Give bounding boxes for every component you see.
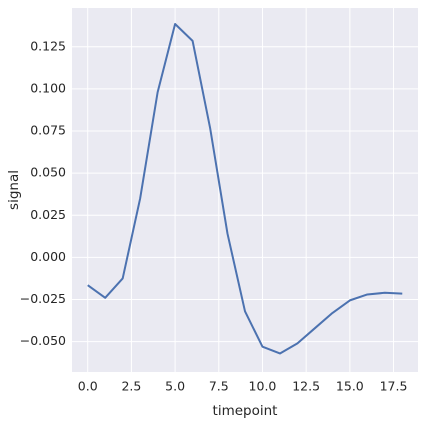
y-tick-label: −0.050 bbox=[20, 333, 66, 348]
x-axis-label: timepoint bbox=[213, 403, 278, 419]
y-tick-label: 0.100 bbox=[30, 80, 66, 95]
x-tick-label: 0.0 bbox=[78, 379, 98, 394]
y-tick-label: −0.025 bbox=[20, 291, 66, 306]
x-tick-label: 15.0 bbox=[336, 379, 364, 394]
line bbox=[87, 23, 403, 355]
plot-background bbox=[72, 8, 418, 372]
y-tick-label: 0.125 bbox=[30, 38, 66, 53]
y-tick-label: 0.025 bbox=[30, 207, 66, 222]
x-tick-label: 2.5 bbox=[121, 379, 141, 394]
y-tick-label: 0.050 bbox=[30, 165, 66, 180]
x-tick-label: 5.0 bbox=[165, 379, 185, 394]
y-tick-label: 0.000 bbox=[30, 249, 66, 264]
y-tick-label: 0.075 bbox=[30, 123, 66, 138]
y-axis-label: signal bbox=[6, 170, 22, 210]
x-tick-label: 17.5 bbox=[380, 379, 408, 394]
x-tick-label: 10.0 bbox=[249, 379, 277, 394]
x-tick-label: 12.5 bbox=[292, 379, 320, 394]
x-tick-label: 7.5 bbox=[209, 379, 229, 394]
